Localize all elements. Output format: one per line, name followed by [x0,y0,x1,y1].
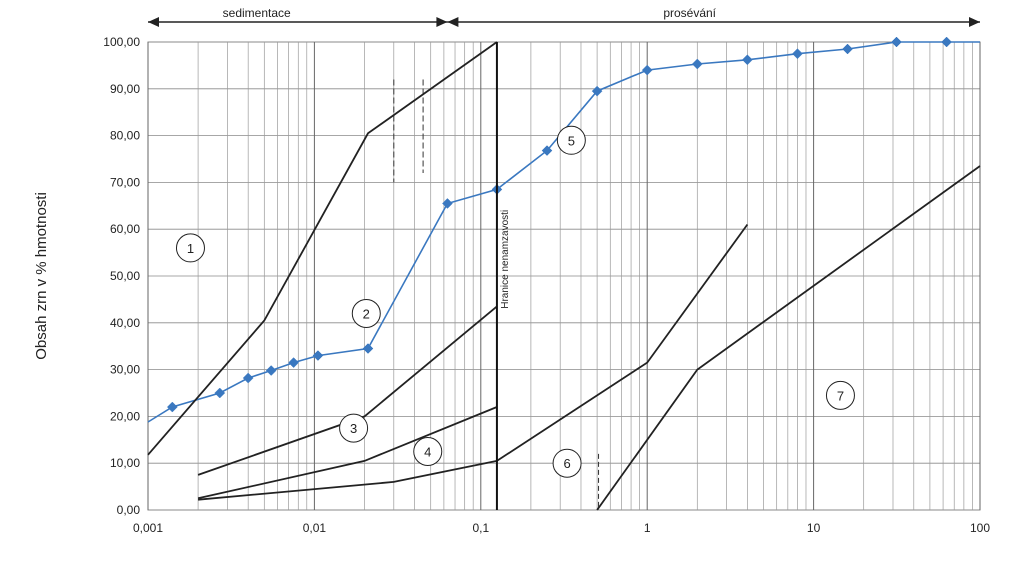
series-group [147,36,981,511]
series-point [691,58,703,70]
series-point [742,54,753,66]
zone-label: 1 [187,241,194,256]
y-tick-label: 90,00 [110,82,140,96]
series-point [591,85,603,97]
series-point [442,198,453,209]
series-point [541,145,553,156]
series-point [362,343,374,354]
series-point [792,48,803,60]
zone-label: 6 [563,456,570,471]
series-line-7 [596,165,981,511]
series-point [242,372,254,384]
y-axis-title: Obsah zrn v % hmotnosti [33,192,50,360]
x-tick-label: 1 [644,521,651,535]
series-point [166,401,178,413]
range-arrowhead-left [148,17,159,27]
zone-marker [175,233,205,263]
range-arrowhead-right [969,17,980,27]
series-point [265,365,277,376]
y-tick-label: 20,00 [110,409,140,423]
zone-marker [351,298,381,328]
zone-marker [556,125,586,155]
series-point [214,387,226,399]
range-arrowhead-left [447,17,459,27]
series-line-3 [197,305,498,476]
zone-label: 4 [424,445,431,460]
series-point [641,64,653,76]
y-tick-label: 70,00 [110,175,140,189]
x-tick-label: 0,001 [133,521,163,535]
y-tick-label: 0,00 [117,503,141,517]
y-tick-label: 50,00 [110,269,140,283]
series-point [941,36,952,48]
boundary-label: Hranice nenamzavosti [500,210,511,309]
zone-label: 7 [837,388,844,403]
y-tick-label: 40,00 [110,316,140,330]
x-tick-label: 100 [970,521,990,535]
series-line-2 [147,41,498,456]
zone-marker [825,380,855,410]
series-point [842,43,853,55]
zone-marker [552,448,582,478]
range-label: prosévání [663,6,716,20]
range-arrowhead-right [436,17,448,27]
grid [147,41,981,511]
x-tick-label: 0,01 [303,521,327,535]
x-tick-label: 0,1 [472,521,489,535]
range-label: sedimentace [223,6,291,20]
y-tick-label: 60,00 [110,222,140,236]
series-line-6 [496,223,749,462]
x-tick-label: 10 [807,521,821,535]
y-tick-label: 80,00 [110,129,140,143]
y-tick-label: 100,00 [103,35,140,49]
zone-label: 2 [363,306,370,321]
zone-label: 3 [350,421,357,436]
y-tick-label: 30,00 [110,363,140,377]
zone-marker [413,437,443,466]
series-point [312,350,324,361]
series-line-4 [197,406,498,500]
zone-label: 5 [568,133,575,148]
y-tick-label: 10,00 [110,456,140,470]
series-line-5 [198,460,498,501]
series-point [288,357,299,368]
labels: 0,0010,0020,0030,0040,0050,0060,0070,008… [33,6,990,535]
series-point [891,36,902,48]
zone-marker [339,413,369,443]
